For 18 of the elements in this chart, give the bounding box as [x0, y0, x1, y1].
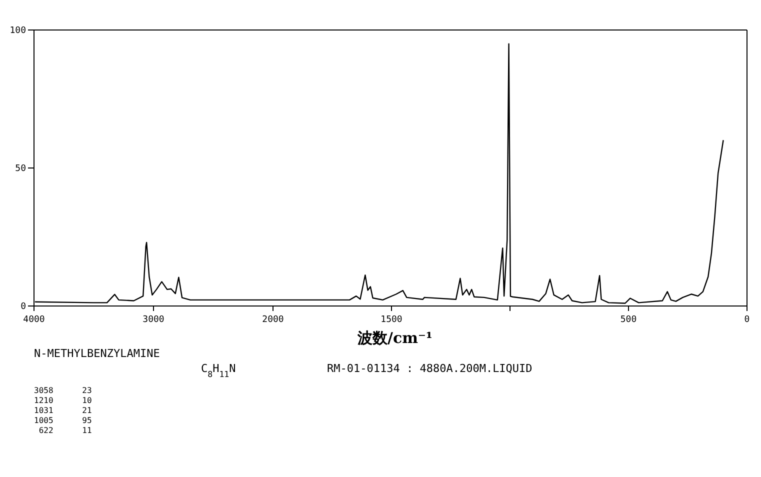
y-tick-label: 0 [20, 302, 26, 312]
text: 1031 21 [34, 406, 92, 415]
text: 1005 95 [34, 416, 92, 425]
x-tick-label: 2000 [262, 315, 284, 325]
y-tick-label: 100 [10, 26, 26, 36]
text: 1210 10 [34, 396, 92, 405]
text: 3058 23 [34, 386, 92, 395]
text: 622 11 [34, 426, 92, 435]
text: RM-01-01134 : 4880A.200M.LIQUID [327, 362, 532, 375]
text: C$_{8}$H$_{11}$N [201, 362, 236, 379]
x-axis-title: 波数/cm⁻¹ [356, 329, 432, 347]
x-tick-label: 0 [744, 315, 750, 325]
y-tick-label: 50 [15, 164, 26, 174]
x-tick-label: 3000 [142, 315, 164, 325]
x-tick-label: 1500 [380, 315, 402, 325]
text: N-METHYLBENZYLAMINE [34, 347, 160, 360]
x-tick-label: 500 [620, 315, 637, 325]
x-tick-label: 4000 [23, 315, 45, 325]
